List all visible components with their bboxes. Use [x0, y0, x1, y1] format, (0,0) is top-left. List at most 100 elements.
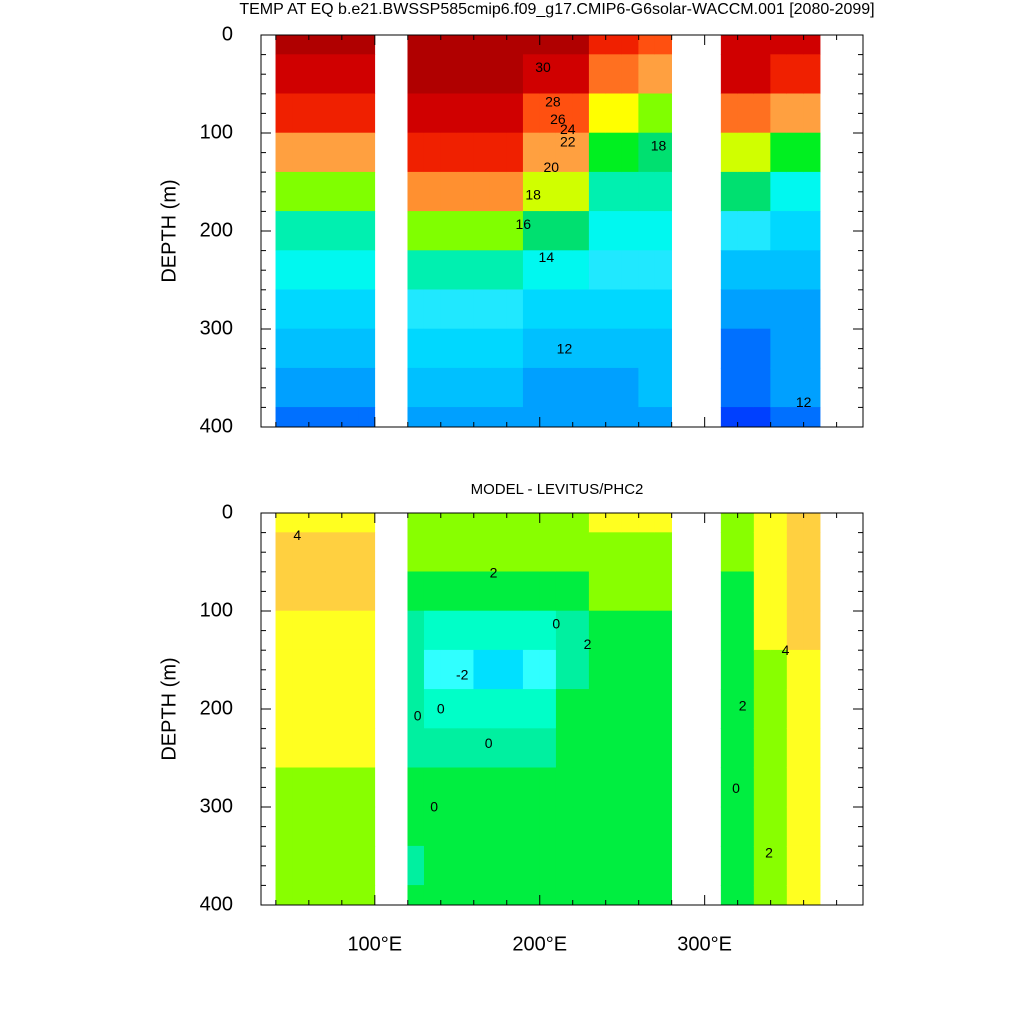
contour-cell [572, 328, 590, 369]
contour-cell [358, 54, 376, 95]
contour-cell [358, 250, 376, 291]
contour-label: 0 [414, 708, 422, 724]
contour-cell [605, 728, 623, 769]
contour-cell [407, 289, 425, 330]
contour-cell [555, 649, 574, 690]
contour-cell [588, 54, 607, 95]
contour-cell [456, 845, 475, 886]
contour-cell [308, 289, 326, 330]
contour-cell [292, 171, 310, 212]
contour-cell [588, 532, 607, 573]
contour-cell [341, 171, 359, 212]
contour-cell [522, 250, 541, 291]
contour-cell [654, 34, 672, 55]
contour-cell [572, 54, 590, 95]
contour-cell [588, 512, 607, 533]
contour-cell [506, 532, 524, 573]
contour-cell [407, 649, 425, 690]
contour-cell [423, 571, 442, 612]
contour-cell [325, 211, 343, 251]
contour-cell [275, 571, 293, 612]
contour-cell [638, 571, 656, 612]
contour-label: 2 [765, 845, 773, 861]
contour-cell [803, 767, 821, 808]
contour-cell [275, 250, 293, 291]
contour-cell [358, 367, 376, 408]
contour-cell [440, 649, 458, 690]
contour-cell [770, 328, 788, 369]
contour-cell [473, 806, 491, 847]
contour-cell [720, 728, 738, 769]
contour-cell [440, 610, 458, 651]
contour-cell [506, 132, 524, 173]
contour-cell [489, 728, 508, 769]
contour-cell [720, 512, 738, 533]
contour-cell [456, 93, 475, 134]
contour-cell [605, 132, 623, 173]
contour-cell [720, 367, 738, 408]
contour-cell [539, 289, 557, 330]
contour-cell [407, 132, 425, 173]
contour-cell [786, 728, 804, 769]
contour-cell [473, 367, 491, 408]
contour-cell [308, 610, 326, 651]
contour-cell [341, 806, 359, 847]
contour-cell [638, 689, 656, 729]
contour-cell [638, 407, 656, 428]
contour-cell [275, 93, 293, 134]
contour-cell [341, 728, 359, 769]
contour-cell [423, 54, 442, 95]
contour-cell [456, 512, 475, 533]
contour-cell [720, 571, 738, 612]
contour-cell [588, 610, 607, 651]
contour-cell [506, 34, 524, 55]
contour-cell [654, 689, 672, 729]
contour-cell [803, 54, 821, 95]
contour-cell [473, 845, 491, 886]
contour-cell [803, 571, 821, 612]
contour-cell [506, 93, 524, 134]
contour-label: 12 [557, 340, 573, 356]
contour-cell [358, 512, 376, 533]
contour-cell [506, 250, 524, 291]
contour-cell [753, 885, 771, 906]
contour-cell [621, 34, 639, 55]
contour-cell [539, 512, 557, 533]
contour-cell [423, 93, 442, 134]
y-axis-label: DEPTH (m) [158, 179, 180, 282]
contour-cell [506, 885, 524, 906]
contour-cell [341, 211, 359, 251]
contour-cell [803, 806, 821, 847]
contour-cell [654, 171, 672, 212]
contour-cell [275, 512, 293, 533]
y-tick-label: 0 [222, 501, 233, 523]
contour-cell [456, 211, 475, 251]
contour-cell [737, 512, 755, 533]
contour-cell [638, 34, 656, 55]
contour-cell [292, 250, 310, 291]
contour-cell [621, 54, 639, 95]
contour-cell [506, 367, 524, 408]
contour-cell [325, 367, 343, 408]
contour-label: 0 [732, 780, 740, 796]
contour-label: 4 [293, 527, 301, 543]
contour-cell [506, 767, 524, 808]
contour-cell [803, 328, 821, 369]
contour-cell [753, 328, 771, 369]
contour-label: 22 [560, 134, 576, 150]
contour-cell [473, 407, 491, 428]
contour-cell [275, 34, 293, 55]
contour-field [275, 34, 821, 428]
contour-cell [539, 34, 557, 55]
contour-cell [275, 211, 293, 251]
contour-cell [753, 767, 771, 808]
contour-cell [522, 885, 541, 906]
contour-cell [737, 845, 755, 886]
contour-cell [325, 54, 343, 95]
y-tick-label: 100 [200, 599, 233, 621]
contour-cell [605, 532, 623, 573]
contour-cell [737, 289, 755, 330]
contour-cell [325, 171, 343, 212]
contour-label: 26 [550, 111, 566, 127]
contour-cell [588, 571, 607, 612]
